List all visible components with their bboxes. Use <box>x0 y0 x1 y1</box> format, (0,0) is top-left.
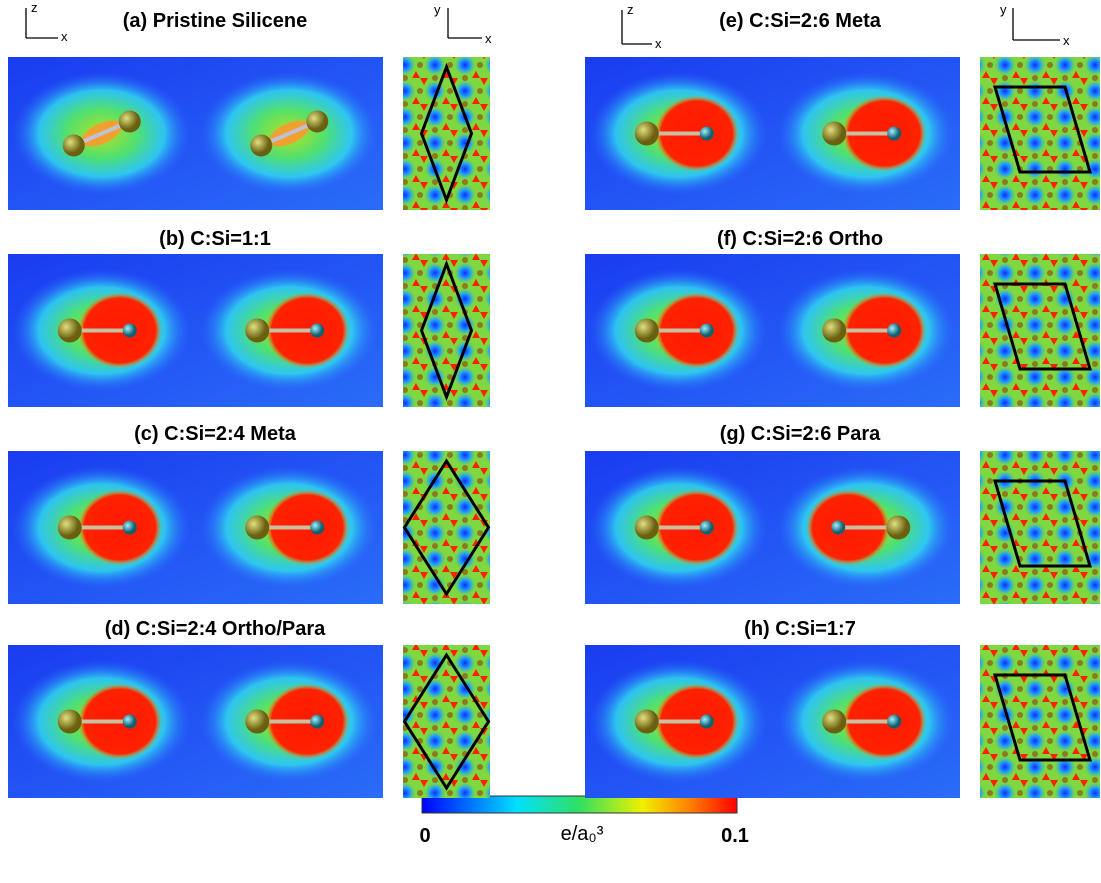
axis-letter: x <box>485 31 492 46</box>
colorbar-unit: e/a₀³ <box>561 823 604 845</box>
c-atom <box>122 520 137 535</box>
c-atom <box>887 714 902 729</box>
panel-label: (e) C:Si=2:6 Meta <box>719 10 882 32</box>
si-atom <box>245 318 270 343</box>
panel-label: (h) C:Si=1:7 <box>744 618 856 640</box>
side-view <box>8 451 383 604</box>
top-background <box>980 57 1100 210</box>
c-atom <box>122 714 137 729</box>
colorbar-max: 0.1 <box>721 825 749 847</box>
panel-label: (d) C:Si=2:4 Ortho/Para <box>105 618 326 640</box>
axis-icon <box>447 8 482 39</box>
si-atom <box>634 709 659 734</box>
top-view <box>403 57 490 210</box>
axis-icon <box>25 8 58 39</box>
unit-cell <box>992 282 1093 371</box>
unit-cell <box>419 259 474 402</box>
c-atom <box>310 714 325 729</box>
panel-label: (c) C:Si=2:4 Meta <box>134 423 297 445</box>
top-view <box>980 451 1100 604</box>
si-atom <box>250 134 273 157</box>
top-view <box>980 57 1100 210</box>
top-background <box>980 254 1100 407</box>
top-view <box>402 451 491 604</box>
top-background <box>403 254 490 407</box>
side-view <box>8 645 383 798</box>
panel-label: (a) Pristine Silicene <box>123 10 308 32</box>
axes-icons <box>25 8 1060 45</box>
top-background <box>403 451 490 604</box>
top-view <box>402 645 491 798</box>
unit-cell <box>419 62 474 205</box>
axis-letter: x <box>655 36 662 51</box>
unit-cell <box>402 652 491 791</box>
top-background <box>980 451 1100 604</box>
si-atom <box>634 121 659 146</box>
side-view <box>8 254 383 407</box>
si-atom <box>57 709 82 734</box>
axis-letter: z <box>31 0 38 15</box>
c-atom <box>310 323 325 338</box>
top-background <box>980 645 1100 798</box>
c-atom <box>887 126 902 141</box>
c-atom <box>310 520 325 535</box>
si-atom <box>886 515 911 540</box>
axis-icon <box>1012 8 1060 41</box>
si-atom <box>245 709 270 734</box>
unit-cell <box>402 458 491 597</box>
colorbar-min: 0 <box>419 825 430 847</box>
side-view <box>585 451 960 604</box>
axis-letter: y <box>434 2 441 17</box>
si-atom <box>118 110 141 133</box>
top-view <box>980 254 1100 407</box>
panel-label: (f) C:Si=2:6 Ortho <box>717 228 883 250</box>
top-view <box>403 254 490 407</box>
c-atom <box>831 520 846 535</box>
side-view <box>585 645 960 798</box>
axis-letter: x <box>1063 33 1070 48</box>
si-atom <box>62 134 85 157</box>
side-view <box>585 57 960 210</box>
side-view <box>585 254 960 407</box>
si-atom <box>306 110 329 133</box>
si-atom <box>822 709 847 734</box>
c-atom <box>887 323 902 338</box>
top-view <box>980 645 1100 798</box>
axis-letter: z <box>627 2 634 17</box>
c-atom <box>122 323 137 338</box>
c-atom <box>699 126 714 141</box>
si-atom <box>634 515 659 540</box>
panel-label: (g) C:Si=2:6 Para <box>720 423 881 445</box>
si-atom <box>57 515 82 540</box>
colorbar <box>421 795 738 814</box>
top-background <box>403 57 490 210</box>
si-atom <box>57 318 82 343</box>
side-view <box>8 57 383 210</box>
unit-cell <box>992 479 1093 568</box>
top-background <box>403 645 490 798</box>
si-atom <box>822 121 847 146</box>
c-atom <box>699 520 714 535</box>
c-atom <box>699 323 714 338</box>
panel-label: (b) C:Si=1:1 <box>159 228 271 250</box>
c-atom <box>699 714 714 729</box>
unit-cell <box>992 673 1093 762</box>
si-atom <box>245 515 270 540</box>
axis-icon <box>621 10 652 45</box>
si-atom <box>634 318 659 343</box>
axis-letter: x <box>61 29 68 44</box>
unit-cell <box>992 85 1093 174</box>
axis-letter: y <box>1000 2 1007 17</box>
si-atom <box>822 318 847 343</box>
